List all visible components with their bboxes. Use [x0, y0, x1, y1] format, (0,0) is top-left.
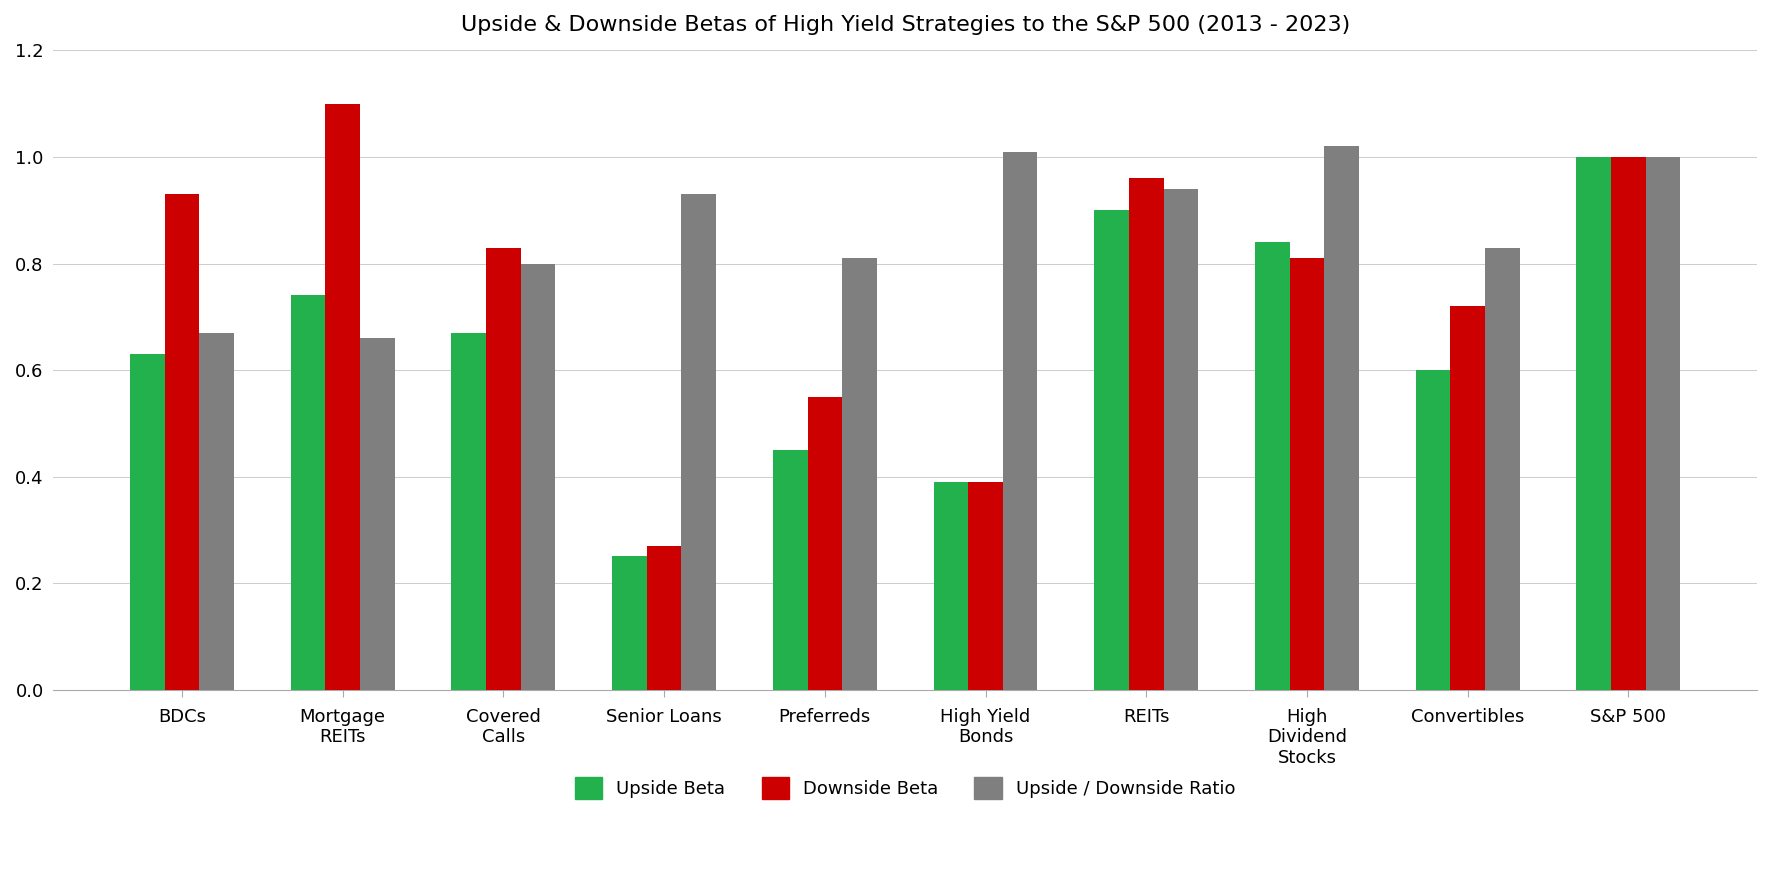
- Bar: [291, 296, 326, 689]
- Bar: [682, 195, 716, 689]
- Title: Upside & Downside Betas of High Yield Strategies to the S&P 500 (2013 - 2023): Upside & Downside Betas of High Yield St…: [461, 15, 1350, 35]
- Bar: [1255, 242, 1290, 689]
- Bar: [808, 396, 842, 689]
- Bar: [1290, 258, 1324, 689]
- Bar: [326, 104, 360, 689]
- Bar: [647, 546, 682, 689]
- Bar: [452, 333, 486, 689]
- Bar: [934, 482, 968, 689]
- Bar: [773, 450, 808, 689]
- Bar: [842, 258, 877, 689]
- Bar: [1611, 157, 1646, 689]
- Bar: [1577, 157, 1611, 689]
- Bar: [1324, 146, 1359, 689]
- Bar: [486, 248, 521, 689]
- Bar: [1129, 178, 1164, 689]
- Bar: [1646, 157, 1680, 689]
- Legend: Upside Beta, Downside Beta, Upside / Downside Ratio: Upside Beta, Downside Beta, Upside / Dow…: [565, 768, 1244, 809]
- Bar: [198, 333, 234, 689]
- Bar: [1485, 248, 1520, 689]
- Bar: [165, 195, 198, 689]
- Bar: [1095, 211, 1129, 689]
- Bar: [1164, 189, 1198, 689]
- Bar: [1003, 151, 1037, 689]
- Bar: [521, 264, 555, 689]
- Bar: [1416, 370, 1451, 689]
- Bar: [360, 338, 395, 689]
- Bar: [611, 557, 647, 689]
- Bar: [129, 354, 165, 689]
- Bar: [1451, 306, 1485, 689]
- Bar: [968, 482, 1003, 689]
